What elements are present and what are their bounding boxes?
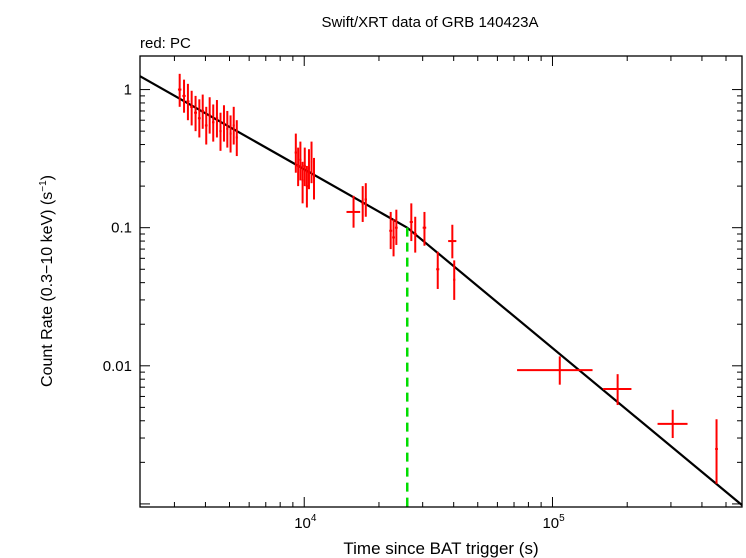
data-point <box>208 97 211 134</box>
data-point <box>310 141 313 184</box>
data-point <box>190 90 194 126</box>
y-tick-labels: 1 0.1 0.01 <box>103 82 132 375</box>
x-tick-labels: 104 105 <box>294 513 565 532</box>
data-point <box>219 112 222 151</box>
model-segment <box>406 226 743 506</box>
data-point <box>215 100 219 138</box>
y-axis-label-tail: ) <box>39 175 56 180</box>
data-point <box>413 216 417 253</box>
data-point <box>409 203 413 242</box>
data-point <box>177 73 182 107</box>
data-point <box>232 106 235 145</box>
chart-title: Swift/XRT data of GRB 140423A <box>321 14 538 31</box>
data-point <box>346 195 361 228</box>
data-point <box>603 374 632 406</box>
data-point <box>313 157 316 200</box>
data-point <box>657 409 688 439</box>
data-point <box>294 133 297 173</box>
data-point <box>222 105 226 142</box>
y-axis-label-main: Count Rate (0.3−10 keV) (s <box>39 192 56 387</box>
data-point <box>204 106 208 145</box>
y-tick-label: 0.01 <box>103 358 132 375</box>
data-point <box>517 356 593 385</box>
y-tick-label: 1 <box>124 82 132 99</box>
x-axis-label: Time since BAT trigger (s) <box>343 539 538 558</box>
x-tick-label-exp: 5 <box>559 513 565 524</box>
x-tick-label-base: 10 <box>294 515 311 532</box>
x-tick-label: 104 <box>294 513 317 532</box>
chart-subtitle: red: PC <box>140 35 191 52</box>
data-point <box>422 211 427 246</box>
axis-ticks <box>140 56 742 507</box>
data-point <box>303 147 306 187</box>
y-tick-label: 0.1 <box>111 220 132 237</box>
data-point <box>235 120 238 157</box>
data-point <box>394 209 398 245</box>
data-point <box>436 251 440 289</box>
data-point <box>197 99 201 138</box>
data-point <box>715 419 718 484</box>
data-point <box>194 95 198 132</box>
data-points <box>177 73 718 484</box>
data-point <box>301 161 304 204</box>
data-point <box>211 104 215 142</box>
data-point <box>226 110 229 148</box>
data-point <box>361 186 364 222</box>
data-point <box>448 224 457 259</box>
data-point <box>305 165 308 208</box>
x-tick-label-exp: 4 <box>311 513 317 524</box>
data-point <box>299 141 302 181</box>
data-point <box>229 115 232 153</box>
data-point <box>186 83 190 121</box>
data-point <box>296 147 300 187</box>
x-tick-label-base: 10 <box>542 515 559 532</box>
data-point <box>307 149 311 190</box>
data-point <box>364 183 367 217</box>
data-point <box>453 260 456 300</box>
plot-frame <box>139 55 743 508</box>
x-tick-label: 105 <box>542 513 565 532</box>
data-point <box>182 79 186 113</box>
data-point <box>389 211 393 250</box>
data-point <box>392 219 395 257</box>
y-axis-label-sup: −1 <box>38 180 49 192</box>
data-point <box>201 94 205 129</box>
plot-area <box>139 56 743 507</box>
y-axis-label: Count Rate (0.3−10 keV) (s−1) <box>38 175 56 387</box>
